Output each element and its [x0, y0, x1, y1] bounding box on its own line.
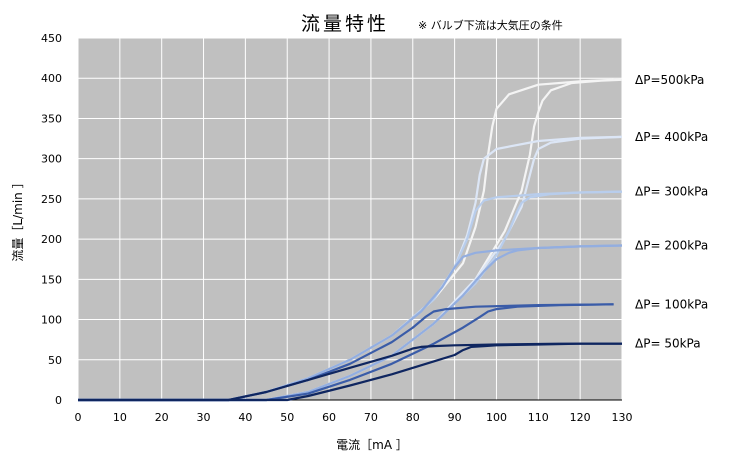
series-1-label: ΔP=500kPa: [635, 73, 704, 87]
y-axis-label: 流量［L/min ］: [11, 176, 25, 261]
y-tick-label: 150: [41, 273, 62, 286]
x-tick-label: 100: [486, 411, 507, 424]
x-tick-label: 130: [612, 411, 633, 424]
y-tick-label: 0: [55, 394, 62, 407]
x-tick-label: 120: [570, 411, 591, 424]
x-tick-label: 80: [406, 411, 420, 424]
series-6-rising-line: [78, 342, 622, 402]
y-tick-label: 250: [41, 193, 62, 206]
y-tick-label: 350: [41, 112, 62, 125]
chart-title: 流量特性: [301, 13, 389, 35]
x-tick-label: 110: [528, 411, 549, 424]
x-tick-label: 30: [197, 411, 211, 424]
y-tick-label: 400: [41, 72, 62, 85]
x-axis-label: 電流［mA ］: [336, 438, 408, 452]
x-tick-label: 60: [322, 411, 336, 424]
gridlines: [77, 37, 623, 401]
y-tick-label: 450: [41, 32, 62, 45]
x-tick-label: 20: [155, 411, 169, 424]
x-tick-label: 90: [448, 411, 462, 424]
y-tick-label: 100: [41, 314, 62, 327]
series-4-label: ΔP= 200kPa: [635, 239, 708, 253]
y-tick-label: 50: [48, 354, 62, 367]
axes: 0 10 20 30 40 50 60 70 80 90 100 110 120 130 0 50 100 150…: [41, 32, 633, 424]
series-6-label: ΔP= 50kPa: [635, 337, 701, 351]
plot-area: [78, 38, 622, 400]
x-tick-label: 70: [364, 411, 378, 424]
series-3-label: ΔP= 300kPa: [635, 185, 708, 199]
chart-subtitle: ※ バルブ下流は大気圧の条件: [418, 18, 563, 32]
x-tick-label: 0: [75, 411, 82, 424]
series-5-label: ΔP= 100kPa: [635, 297, 708, 311]
series-labels: ΔP=500kPa ΔP= 400kPa ΔP= 300kPa ΔP= 200kPa Δ…: [635, 73, 708, 351]
series-lines: [78, 78, 623, 402]
x-tick-label: 50: [280, 411, 294, 424]
y-tick-label: 200: [41, 233, 62, 246]
x-tick-label: 10: [113, 411, 127, 424]
y-tick-label: 300: [41, 153, 62, 166]
series-2-label: ΔP= 400kPa: [635, 130, 708, 144]
x-tick-label: 40: [238, 411, 252, 424]
